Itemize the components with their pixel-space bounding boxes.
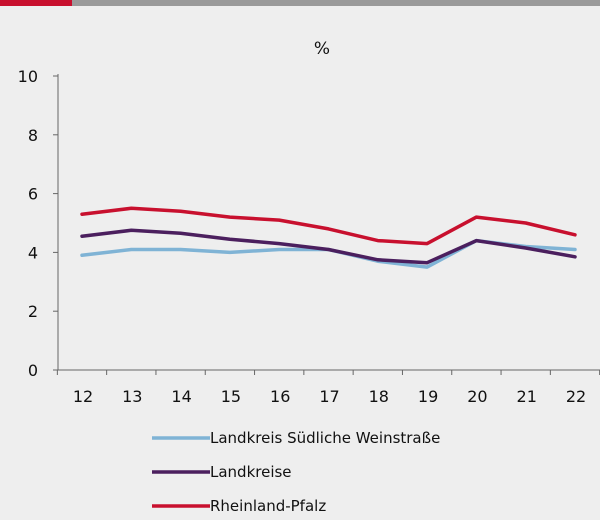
x-tick-label: 15 (221, 387, 241, 406)
chart-axes: 0 2 4 6 8 10 12 13 14 15 16 17 18 19 20 21 22 (18, 67, 600, 406)
y-tick-label: 10 (18, 67, 38, 86)
legend-label-0: Landkreis Südliche Weinstraße (210, 429, 440, 447)
x-tick-label: 18 (369, 387, 389, 406)
legend-label-2: Rheinland-Pfalz (210, 497, 326, 515)
series-line-1 (82, 230, 575, 262)
x-tick-label: 20 (467, 387, 487, 406)
y-tick-label: 8 (28, 126, 38, 145)
y-tick-label: 0 (28, 361, 38, 380)
chart-unit-label: % (314, 39, 330, 59)
series-layer (82, 208, 575, 267)
y-tick-label: 4 (28, 243, 38, 262)
x-tick-label: 12 (73, 387, 93, 406)
x-tick-label: 13 (122, 387, 142, 406)
chart-legend: Landkreis Südliche Weinstraße Landkreise R… (152, 429, 440, 515)
x-tick-label: 14 (171, 387, 191, 406)
y-tick-label: 6 (28, 185, 38, 204)
legend-label-1: Landkreise (210, 463, 292, 481)
x-tick-label: 21 (517, 387, 537, 406)
x-tick-label: 17 (319, 387, 339, 406)
x-tick-label: 16 (270, 387, 290, 406)
y-tick-label: 2 (28, 302, 38, 321)
x-tick-label: 19 (418, 387, 438, 406)
series-line-2 (82, 208, 575, 243)
x-tick-label: 22 (566, 387, 586, 406)
